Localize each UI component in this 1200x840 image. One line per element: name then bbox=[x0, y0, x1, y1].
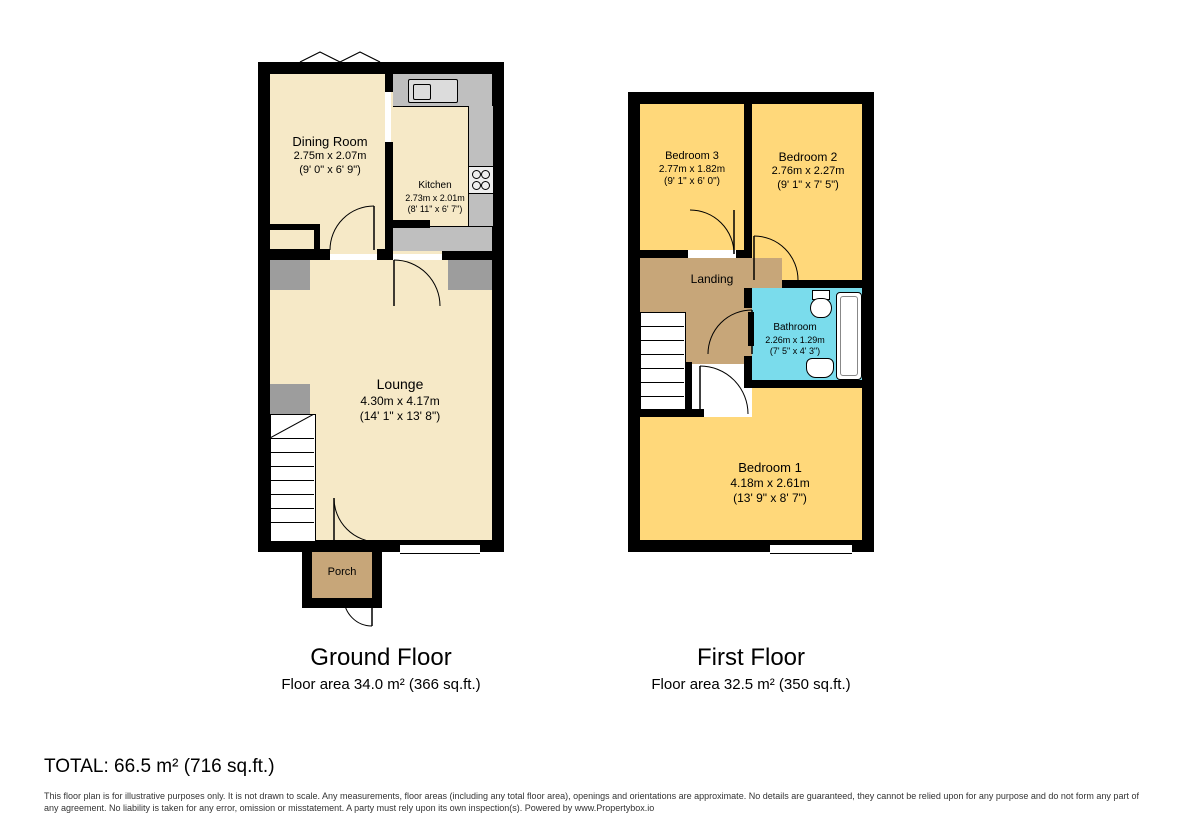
disclaimer-text: This floor plan is for illustrative purp… bbox=[44, 790, 1154, 814]
ff-tread-3 bbox=[640, 354, 684, 355]
text: (13' 9" x 8' 7") bbox=[690, 491, 850, 506]
ff-tread-4 bbox=[640, 368, 684, 369]
gf-din-notch-v bbox=[314, 224, 320, 254]
text: (8' 11" x 6' 7") bbox=[398, 204, 472, 215]
ff-bed2-label: Bedroom 2 2.76m x 2.27m (9' 1" x 7' 5") bbox=[754, 150, 862, 193]
ff-bed3-bot bbox=[628, 250, 688, 258]
ff-basin bbox=[806, 358, 834, 378]
gf-din-notch-h bbox=[258, 224, 320, 230]
text: Bedroom 3 bbox=[640, 150, 744, 164]
ff-door-bath bbox=[708, 310, 754, 356]
text: 4.18m x 2.61m bbox=[690, 476, 850, 491]
ff-landing-label: Landing bbox=[672, 272, 752, 287]
ff-bed3-bot-r bbox=[736, 250, 752, 258]
gf-grey-3 bbox=[270, 384, 310, 414]
ff-stairs bbox=[640, 312, 686, 414]
ff-bed3-label: Bedroom 3 2.77m x 1.82m (9' 1" x 6' 0") bbox=[640, 150, 744, 189]
text: (9' 0" x 6' 9") bbox=[276, 164, 384, 178]
text: (9' 1" x 7' 5") bbox=[754, 179, 862, 193]
gf-tread-5 bbox=[270, 494, 314, 495]
gf-grey-1 bbox=[270, 260, 310, 290]
text: (7' 5" x 4' 3") bbox=[756, 346, 834, 357]
gf-door-porch-in bbox=[334, 498, 380, 544]
text: Bathroom bbox=[756, 322, 834, 335]
gf-door-kitchen bbox=[394, 260, 444, 310]
ff-door-bed1 bbox=[700, 366, 750, 416]
gf-k-sink bbox=[408, 79, 458, 103]
ff-tread-6 bbox=[640, 396, 684, 397]
ff-bath-label: Bathroom 2.26m x 1.29m (7' 5" x 4' 3") bbox=[756, 322, 834, 357]
ff-bathtub bbox=[836, 292, 862, 380]
ff-bath-left-top bbox=[744, 288, 752, 308]
gf-k-counter-bot bbox=[393, 226, 492, 251]
text: (14' 1" x 13' 8") bbox=[320, 409, 480, 424]
text: Kitchen bbox=[398, 180, 472, 193]
gf-title: Ground Floor bbox=[258, 644, 504, 672]
gf-tread-6 bbox=[270, 508, 314, 509]
ff-bath-bot bbox=[744, 380, 874, 388]
ff-bed1-fill2 bbox=[752, 388, 862, 418]
gf-tread-4 bbox=[270, 480, 314, 481]
gf-tread-1 bbox=[270, 438, 314, 439]
gf-subtitle: Floor area 34.0 m² (366 sq.ft.) bbox=[228, 676, 534, 693]
total-text: TOTAL: 66.5 m² (716 sq.ft.) bbox=[44, 756, 275, 778]
gf-dining-label: Dining Room 2.75m x 2.07m (9' 0" x 6' 9"… bbox=[276, 134, 384, 178]
gf-right-wall bbox=[492, 62, 504, 552]
text: Bedroom 1 bbox=[690, 460, 850, 476]
ff-left-wall bbox=[628, 92, 640, 552]
ff-title: First Floor bbox=[628, 644, 874, 672]
text: Bedroom 2 bbox=[754, 150, 862, 165]
gf-porch-door-out bbox=[344, 598, 376, 630]
gf-bifold bbox=[300, 50, 380, 66]
ff-tread-5 bbox=[640, 382, 684, 383]
text: Dining Room bbox=[276, 134, 384, 150]
ff-bed1-label: Bedroom 1 4.18m x 2.61m (13' 9" x 8' 7") bbox=[690, 460, 850, 506]
text: 4.30m x 4.17m bbox=[320, 394, 480, 409]
gf-dk-wall-bot bbox=[385, 142, 393, 259]
text: Landing bbox=[672, 272, 752, 287]
gf-door-dining bbox=[330, 206, 380, 256]
gf-grey-2 bbox=[448, 260, 492, 290]
gf-kitchen-label: Kitchen 2.73m x 2.01m (8' 11" x 6' 7") bbox=[398, 180, 472, 215]
text: 2.76m x 2.27m bbox=[754, 165, 862, 179]
ff-b2b3-wall bbox=[744, 92, 752, 257]
gf-outer-wall bbox=[258, 62, 504, 74]
gf-tread-2 bbox=[270, 452, 314, 453]
ff-above-bed1-l bbox=[628, 409, 704, 417]
ff-tread-2 bbox=[640, 340, 684, 341]
ff-door-bed3 bbox=[690, 210, 736, 256]
ff-land-bed-stub bbox=[686, 362, 692, 416]
ff-tread-1 bbox=[640, 326, 684, 327]
gf-dk-wall-top bbox=[385, 62, 393, 92]
text: 2.77m x 1.82m bbox=[640, 164, 744, 177]
gf-stair-diag bbox=[270, 414, 314, 438]
text: Porch bbox=[312, 566, 372, 580]
ff-toilet bbox=[810, 290, 830, 316]
gf-left-wall bbox=[258, 62, 270, 552]
ff-subtitle: Floor area 32.5 m² (350 sq.ft.) bbox=[598, 676, 904, 693]
gf-lounge-label: Lounge 4.30m x 4.17m (14' 1" x 13' 8") bbox=[320, 376, 480, 424]
text: 2.75m x 2.07m bbox=[276, 150, 384, 164]
text: Lounge bbox=[320, 376, 480, 394]
gf-tread-3 bbox=[270, 466, 314, 467]
text: 2.73m x 2.01m bbox=[398, 193, 472, 204]
ff-window-b bbox=[770, 544, 852, 554]
ff-right-wall bbox=[862, 92, 874, 552]
gf-tread-7 bbox=[270, 522, 314, 523]
ff-door-bed2 bbox=[754, 236, 800, 282]
gf-window-b bbox=[400, 544, 480, 554]
text: (9' 1" x 6' 0") bbox=[640, 176, 744, 189]
text: 2.26m x 1.29m bbox=[756, 335, 834, 346]
gf-porch-label: Porch bbox=[312, 566, 372, 580]
gf-k-stub bbox=[385, 220, 430, 228]
